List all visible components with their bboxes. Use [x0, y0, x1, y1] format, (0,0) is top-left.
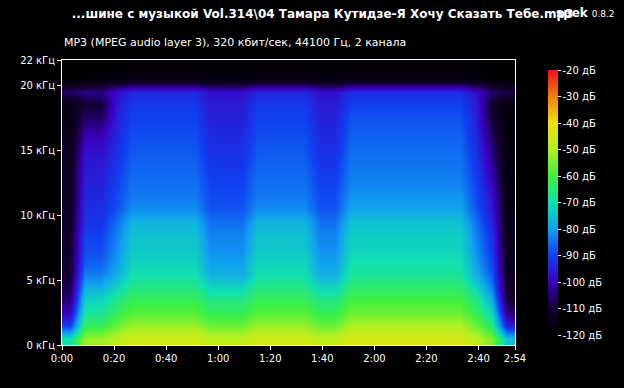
svg-text:-70 дБ: -70 дБ: [563, 197, 596, 208]
svg-text:-60 дБ: -60 дБ: [563, 171, 596, 182]
svg-text:-30 дБ: -30 дБ: [563, 91, 596, 102]
svg-text:0:00: 0:00: [51, 353, 73, 364]
svg-text:-110 дБ: -110 дБ: [563, 303, 603, 314]
svg-text:-90 дБ: -90 дБ: [563, 250, 596, 261]
svg-text:15 кГц: 15 кГц: [20, 145, 55, 156]
svg-text:spek 0.8.2: spek 0.8.2: [556, 6, 615, 20]
svg-text:0 кГц: 0 кГц: [27, 340, 56, 351]
svg-text:-50 дБ: -50 дБ: [563, 144, 596, 155]
svg-text:0:40: 0:40: [155, 353, 177, 364]
svg-text:...шине с музыкой Vol.314\04 Т: ...шине с музыкой Vol.314\04 Тамара Кути…: [72, 7, 574, 21]
svg-text:-120 дБ: -120 дБ: [563, 330, 603, 341]
svg-text:22 кГц: 22 кГц: [20, 55, 55, 66]
svg-text:-100 дБ: -100 дБ: [563, 277, 603, 288]
svg-text:2:20: 2:20: [415, 353, 437, 364]
svg-text:MP3 (MPEG audio layer 3), 320: MP3 (MPEG audio layer 3), 320 кбит/сек, …: [64, 36, 406, 49]
svg-text:-80 дБ: -80 дБ: [563, 224, 596, 235]
svg-text:-40 дБ: -40 дБ: [563, 118, 596, 129]
svg-text:10 кГц: 10 кГц: [20, 210, 55, 221]
svg-text:1:40: 1:40: [311, 353, 333, 364]
svg-text:20 кГц: 20 кГц: [20, 80, 55, 91]
svg-text:1:00: 1:00: [207, 353, 229, 364]
svg-text:0:20: 0:20: [103, 353, 125, 364]
svg-text:2:00: 2:00: [363, 353, 385, 364]
svg-text:2:40: 2:40: [467, 353, 489, 364]
svg-text:2:54: 2:54: [504, 353, 526, 364]
svg-text:1:20: 1:20: [259, 353, 281, 364]
svg-text:5 кГц: 5 кГц: [27, 275, 56, 286]
svg-text:-20 дБ: -20 дБ: [563, 65, 596, 76]
